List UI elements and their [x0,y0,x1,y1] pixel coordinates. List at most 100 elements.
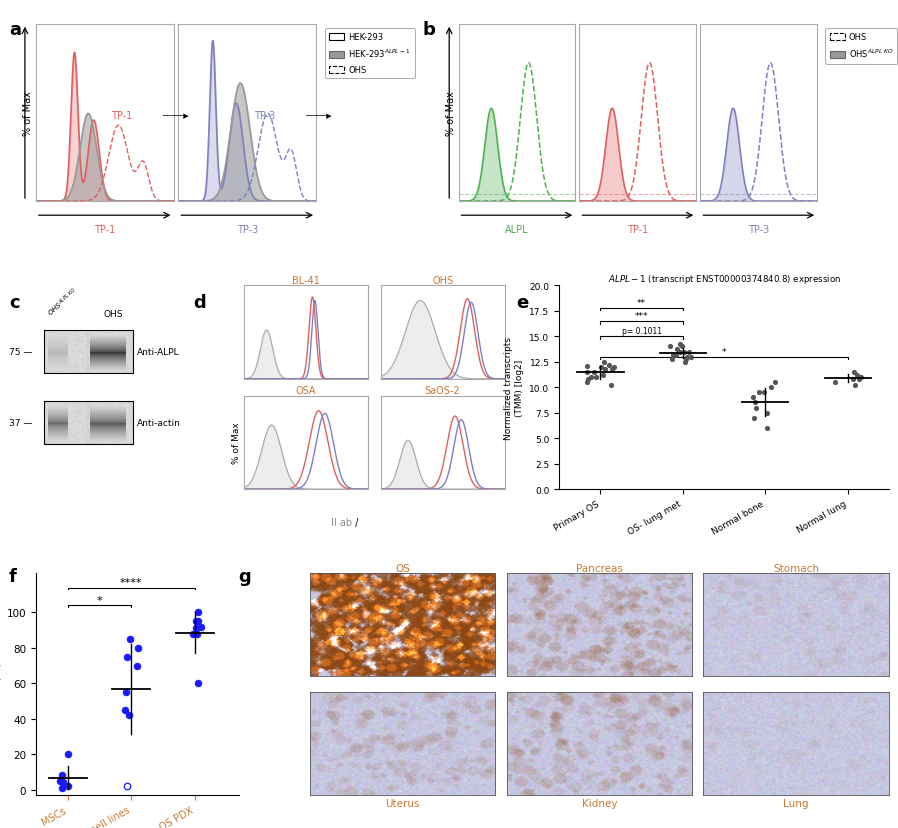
Point [828,376,842,389]
Y-axis label: % of Max: % of Max [445,91,456,136]
Point [60,748,75,761]
Point [854,371,868,384]
Text: TP-1: TP-1 [627,224,648,235]
Title: $\it{ALPL-1}$ (transcript ENST00000374840.8) expression: $\it{ALPL-1}$ (transcript ENST0000037484… [608,273,841,286]
Bar [44,402,133,445]
Title: OHS: OHS [432,275,453,285]
Text: *: * [722,348,726,356]
Text: 75 —: 75 — [10,348,33,357]
Text: 37 —: 37 — [10,419,33,428]
Point [190,628,205,641]
Y-axis label: % of Max: % of Max [23,91,33,136]
Text: **: ** [638,299,647,307]
Point [749,402,763,415]
Point [682,345,697,359]
Point [130,659,145,672]
Point [118,703,132,716]
Point [747,412,762,425]
Point [580,366,594,379]
Text: OHS: OHS [103,310,122,319]
Point [186,628,200,641]
Point [53,774,67,787]
X-axis label: Kidney: Kidney [582,797,617,807]
Point [679,353,693,366]
Point [189,615,203,628]
Point [680,350,694,363]
Point [761,407,775,420]
Point [847,366,861,379]
Text: Anti-actin: Anti-actin [137,419,181,428]
Point [55,768,69,782]
Legend: OHS, OHS$^{ALPL\ KO}$: OHS, OHS$^{ALPL\ KO}$ [825,29,897,65]
Text: a: a [9,21,21,39]
Point [60,779,75,792]
Text: TP-3: TP-3 [254,111,276,121]
Text: ─────▶: ─────▶ [305,113,332,119]
Point [190,676,205,690]
Point [119,686,134,699]
Point [604,379,619,392]
Text: *: * [97,595,102,605]
Text: OHS$^{ALPL\ KO}$: OHS$^{ALPL\ KO}$ [46,285,82,319]
Point [597,356,612,369]
Point [763,381,778,394]
Text: Anti-ALPL: Anti-ALPL [137,348,180,357]
Y-axis label: % of Max: % of Max [233,422,242,464]
Title: BL-41: BL-41 [292,275,321,285]
Point [677,345,691,359]
Title: OS: OS [395,563,410,573]
Point [756,386,770,399]
Title: SaOS-2: SaOS-2 [425,385,461,395]
X-axis label: Lung: Lung [783,797,809,807]
Text: TP-1: TP-1 [94,224,115,235]
Bar [44,330,133,373]
Text: ALPL: ALPL [505,224,529,235]
Text: ****: **** [120,578,143,588]
Point [122,709,136,722]
Point [748,397,762,410]
Text: II ab: II ab [330,518,352,527]
Y-axis label: TP-3 (%): TP-3 (%) [0,661,1,708]
Text: p= 0.1011: p= 0.1011 [621,327,662,336]
Point [598,363,612,376]
Point [665,349,680,362]
Text: TP-3: TP-3 [236,224,258,235]
Point [673,339,687,352]
Point [760,421,774,435]
Point [55,781,69,794]
Point [850,369,864,383]
Point [768,376,782,389]
Point [663,340,677,354]
X-axis label: Uterus: Uterus [385,797,420,807]
Point [752,386,766,399]
Point [190,606,205,619]
Text: b: b [422,21,435,39]
Point [845,373,859,386]
Text: e: e [516,294,529,312]
Point [675,340,690,354]
Point [190,615,205,628]
Point [677,356,691,369]
Point [606,361,621,374]
Point [665,353,680,366]
Y-axis label: Normalized transcripts
(TMM) [log2]: Normalized transcripts (TMM) [log2] [505,336,524,439]
Point [594,361,609,374]
Point [852,371,867,384]
Point [194,620,208,633]
Text: ─────▶: ─────▶ [162,113,189,119]
Point [189,622,203,635]
Point [604,363,619,376]
Text: TP-1: TP-1 [110,111,132,121]
Point [580,359,594,373]
Point [684,350,699,363]
Text: f: f [9,567,17,585]
Point [131,642,145,655]
Text: g: g [238,567,251,585]
Point [670,343,684,356]
Point [852,373,867,386]
Point [57,776,71,789]
Text: d: d [193,294,206,312]
Text: ***: *** [635,312,648,320]
Text: c: c [9,294,20,312]
Point [587,366,602,379]
